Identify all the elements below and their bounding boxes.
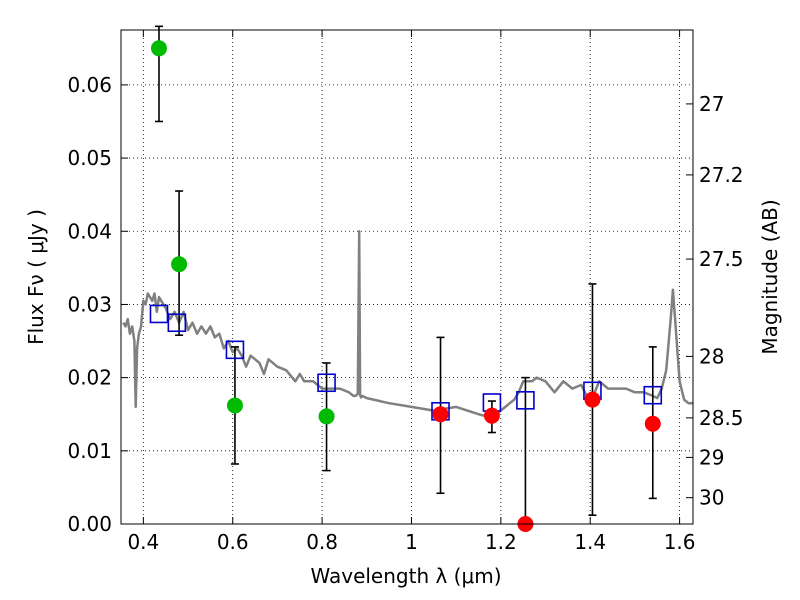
model-photometry-marker bbox=[317, 373, 336, 393]
model-photometry-marker bbox=[167, 313, 187, 333]
x-tick-label: 0.4 bbox=[127, 530, 159, 554]
x-tick-label: 1 bbox=[405, 530, 418, 554]
red-detections-marker bbox=[483, 407, 500, 424]
y-tick-label: 0.04 bbox=[67, 219, 112, 243]
model-photometry-marker bbox=[149, 304, 169, 324]
y-tick-label: 0.03 bbox=[67, 292, 112, 316]
x-tick-label: 0.8 bbox=[306, 530, 338, 554]
green-detections-marker bbox=[226, 397, 243, 414]
y-tick-label: 0.05 bbox=[67, 146, 112, 170]
y2-tick-label: 29 bbox=[699, 445, 724, 469]
red-detections-marker bbox=[644, 415, 661, 432]
y-axis-left: 0.00 0.01 0.02 0.03 0.04 0.05 0.06 bbox=[67, 73, 128, 536]
plot-area bbox=[121, 30, 693, 524]
x-tick-label: 1.2 bbox=[485, 530, 517, 554]
y-tick-label: 0.02 bbox=[67, 366, 112, 390]
x-tick-label: 0.6 bbox=[217, 530, 249, 554]
x-tick-label: 1.4 bbox=[574, 530, 606, 554]
y-tick-label: 0.00 bbox=[67, 512, 112, 536]
model-photometry-marker bbox=[225, 340, 245, 360]
model-photometry-marker bbox=[516, 391, 535, 410]
model-spectrum bbox=[122, 230, 693, 420]
model-spectrum-line bbox=[122, 230, 693, 420]
y-axis-right: 27 27.2 27.5 28 28.5 29 30 bbox=[686, 92, 744, 510]
y2-tick-label: 28 bbox=[699, 344, 724, 368]
x-tick-label: 1.6 bbox=[664, 530, 696, 554]
green-detections-marker bbox=[150, 40, 167, 57]
y2-tick-label: 30 bbox=[699, 486, 724, 510]
x-axis: 0.4 0.6 0.8 1 1.2 1.4 1.6 bbox=[127, 30, 696, 554]
y2-axis-label: Magnitude (AB) bbox=[758, 199, 782, 354]
y2-tick-label: 27 bbox=[699, 92, 724, 116]
model-photometry-marker bbox=[643, 385, 663, 405]
red-detections-marker bbox=[432, 406, 449, 423]
plot-frame bbox=[120, 29, 694, 525]
y2-tick-label: 27.2 bbox=[699, 163, 744, 187]
x-axis-label: Wavelength λ (μm) bbox=[310, 564, 501, 588]
y-axis-label: Flux Fν ( μJy ) bbox=[24, 209, 48, 345]
red-detections-marker bbox=[584, 391, 601, 408]
y-tick-label: 0.01 bbox=[67, 439, 112, 463]
data-markers bbox=[149, 40, 663, 532]
green-detections-marker bbox=[318, 408, 335, 425]
y-tick-label: 0.06 bbox=[67, 73, 112, 97]
y2-tick-label: 27.5 bbox=[699, 247, 744, 271]
y2-tick-label: 28.5 bbox=[699, 406, 744, 430]
green-detections-marker bbox=[171, 256, 188, 273]
